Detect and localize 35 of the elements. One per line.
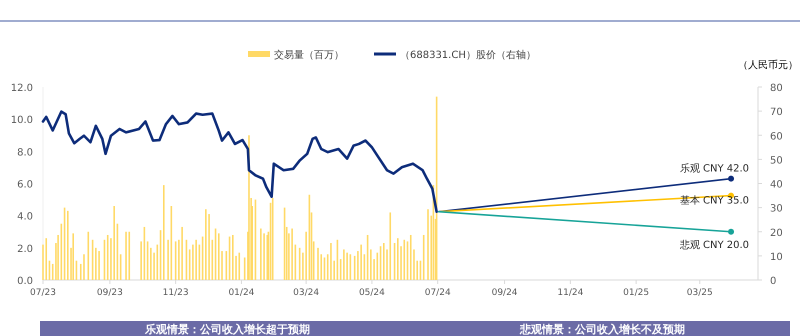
x-tick-label: 07/23 — [30, 288, 56, 298]
legend-label: （688331.CH）股价（右轴） — [400, 49, 536, 61]
y2-tick-label: 60 — [770, 131, 783, 142]
x-tick-label: 05/24 — [358, 288, 386, 298]
text: 乐观情景：公司收入增长超于预期 — [144, 323, 310, 336]
y2-tick-label: 30 — [770, 204, 783, 215]
y2-tick-label: 80 — [770, 83, 783, 94]
text: 悲观情景：公司收入增长不及预期 — [519, 323, 685, 336]
data-label: 基本 CNY 35.0 — [680, 194, 750, 207]
y-tick-label: 0.0 — [17, 276, 33, 287]
x-tick-label: 11/23 — [162, 288, 189, 298]
x-tick-label: 07/24 — [424, 288, 451, 298]
y2-tick-label: 40 — [770, 180, 783, 190]
y2-tick-label: 10 — [770, 252, 783, 263]
x-tick-label: 09/24 — [492, 288, 518, 298]
y-tick-label: 4.0 — [17, 212, 33, 223]
y2-tick-label: 20 — [770, 228, 783, 239]
y2-tick-label: 50 — [770, 155, 783, 166]
y2-tick-label: 70 — [770, 107, 783, 118]
x-tick-label: 03/24 — [293, 288, 320, 298]
legend-label: 交易量（百万） — [274, 49, 344, 61]
x-tick-label: 09/23 — [96, 288, 123, 298]
x-tick-label: 01/24 — [228, 288, 255, 298]
y-tick-label: 2.0 — [17, 244, 33, 255]
x-tick-label: 01/25 — [623, 288, 650, 298]
y-tick-label: 8.0 — [17, 147, 33, 158]
x-tick-label: 03/25 — [686, 288, 713, 298]
data-label: 悲观 CNY 20.0 — [678, 238, 750, 251]
y2-axis-title: （人民币元） — [738, 59, 798, 71]
y-tick-label: 12.0 — [10, 83, 33, 94]
x-tick-label: 11/24 — [557, 288, 584, 298]
y-tick-label: 10.0 — [10, 115, 33, 126]
y2-tick-label: 0 — [770, 276, 776, 287]
data-label: 乐观 CNY 42.0 — [680, 162, 750, 175]
y-tick-label: 6.0 — [17, 180, 33, 190]
